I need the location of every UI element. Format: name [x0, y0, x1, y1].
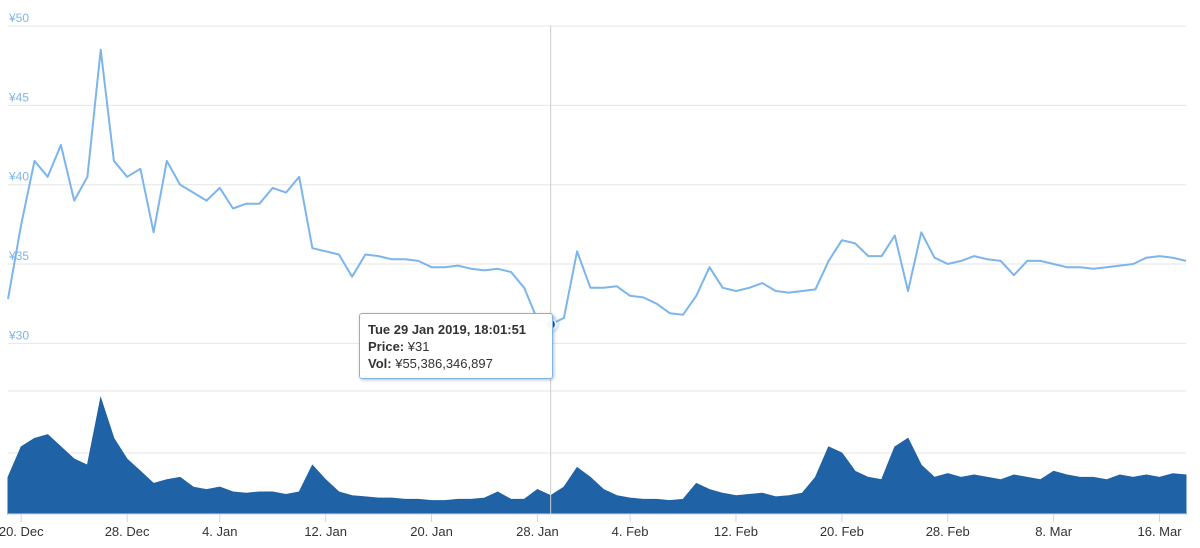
x-tick-label: 12. Feb — [714, 524, 758, 539]
x-tick-label: 20. Dec — [0, 524, 44, 539]
tooltip-vol-row: Vol: ¥55,386,346,897 — [368, 355, 544, 372]
x-tick-label: 20. Feb — [820, 524, 864, 539]
tooltip-date: Tue 29 Jan 2019, 18:01:51 — [368, 322, 527, 337]
x-tick-label: 4. Jan — [202, 524, 237, 539]
price-line-group — [7, 48, 1187, 326]
x-axis: 20. Dec 28. Dec 4. Jan 12. Jan 20. Jan 28. Ja… — [0, 513, 1186, 539]
x-tick-label: 20. Jan — [410, 524, 453, 539]
x-tick-label: 28. Jan — [516, 524, 559, 539]
price-grid — [8, 25, 1186, 392]
x-tick-label: 4. Feb — [612, 524, 649, 539]
tooltip-vol-value: ¥55,386,346,897 — [395, 356, 493, 371]
tooltip-price-label: Price: — [368, 339, 405, 354]
x-tick-label: 28. Feb — [926, 524, 970, 539]
tooltip-price-row: Price: ¥31 — [368, 338, 544, 355]
x-tick-label: 8. Mar — [1035, 524, 1073, 539]
tooltip: Tue 29 Jan 2019, 18:01:51 Price: ¥31 Vol… — [359, 313, 553, 379]
price-y-axis: ¥30 ¥35 ¥40 ¥45 ¥50 — [8, 11, 29, 342]
y-tick-label: ¥45 — [8, 90, 29, 104]
price-line — [7, 48, 1187, 326]
y-tick-label: ¥35 — [8, 249, 29, 263]
x-tick-label: 12. Jan — [304, 524, 347, 539]
volume-area — [7, 396, 1187, 515]
y-tick-label: ¥50 — [8, 11, 29, 25]
y-tick-label: ¥40 — [8, 170, 29, 184]
y-tick-label: ¥30 — [8, 328, 29, 342]
x-tick-label: 16. Mar — [1137, 524, 1182, 539]
volume-area-group — [7, 396, 1187, 515]
tooltip-price-value: ¥31 — [407, 339, 430, 354]
x-tick-label: 28. Dec — [105, 524, 150, 539]
tooltip-vol-label: Vol: — [368, 356, 392, 371]
